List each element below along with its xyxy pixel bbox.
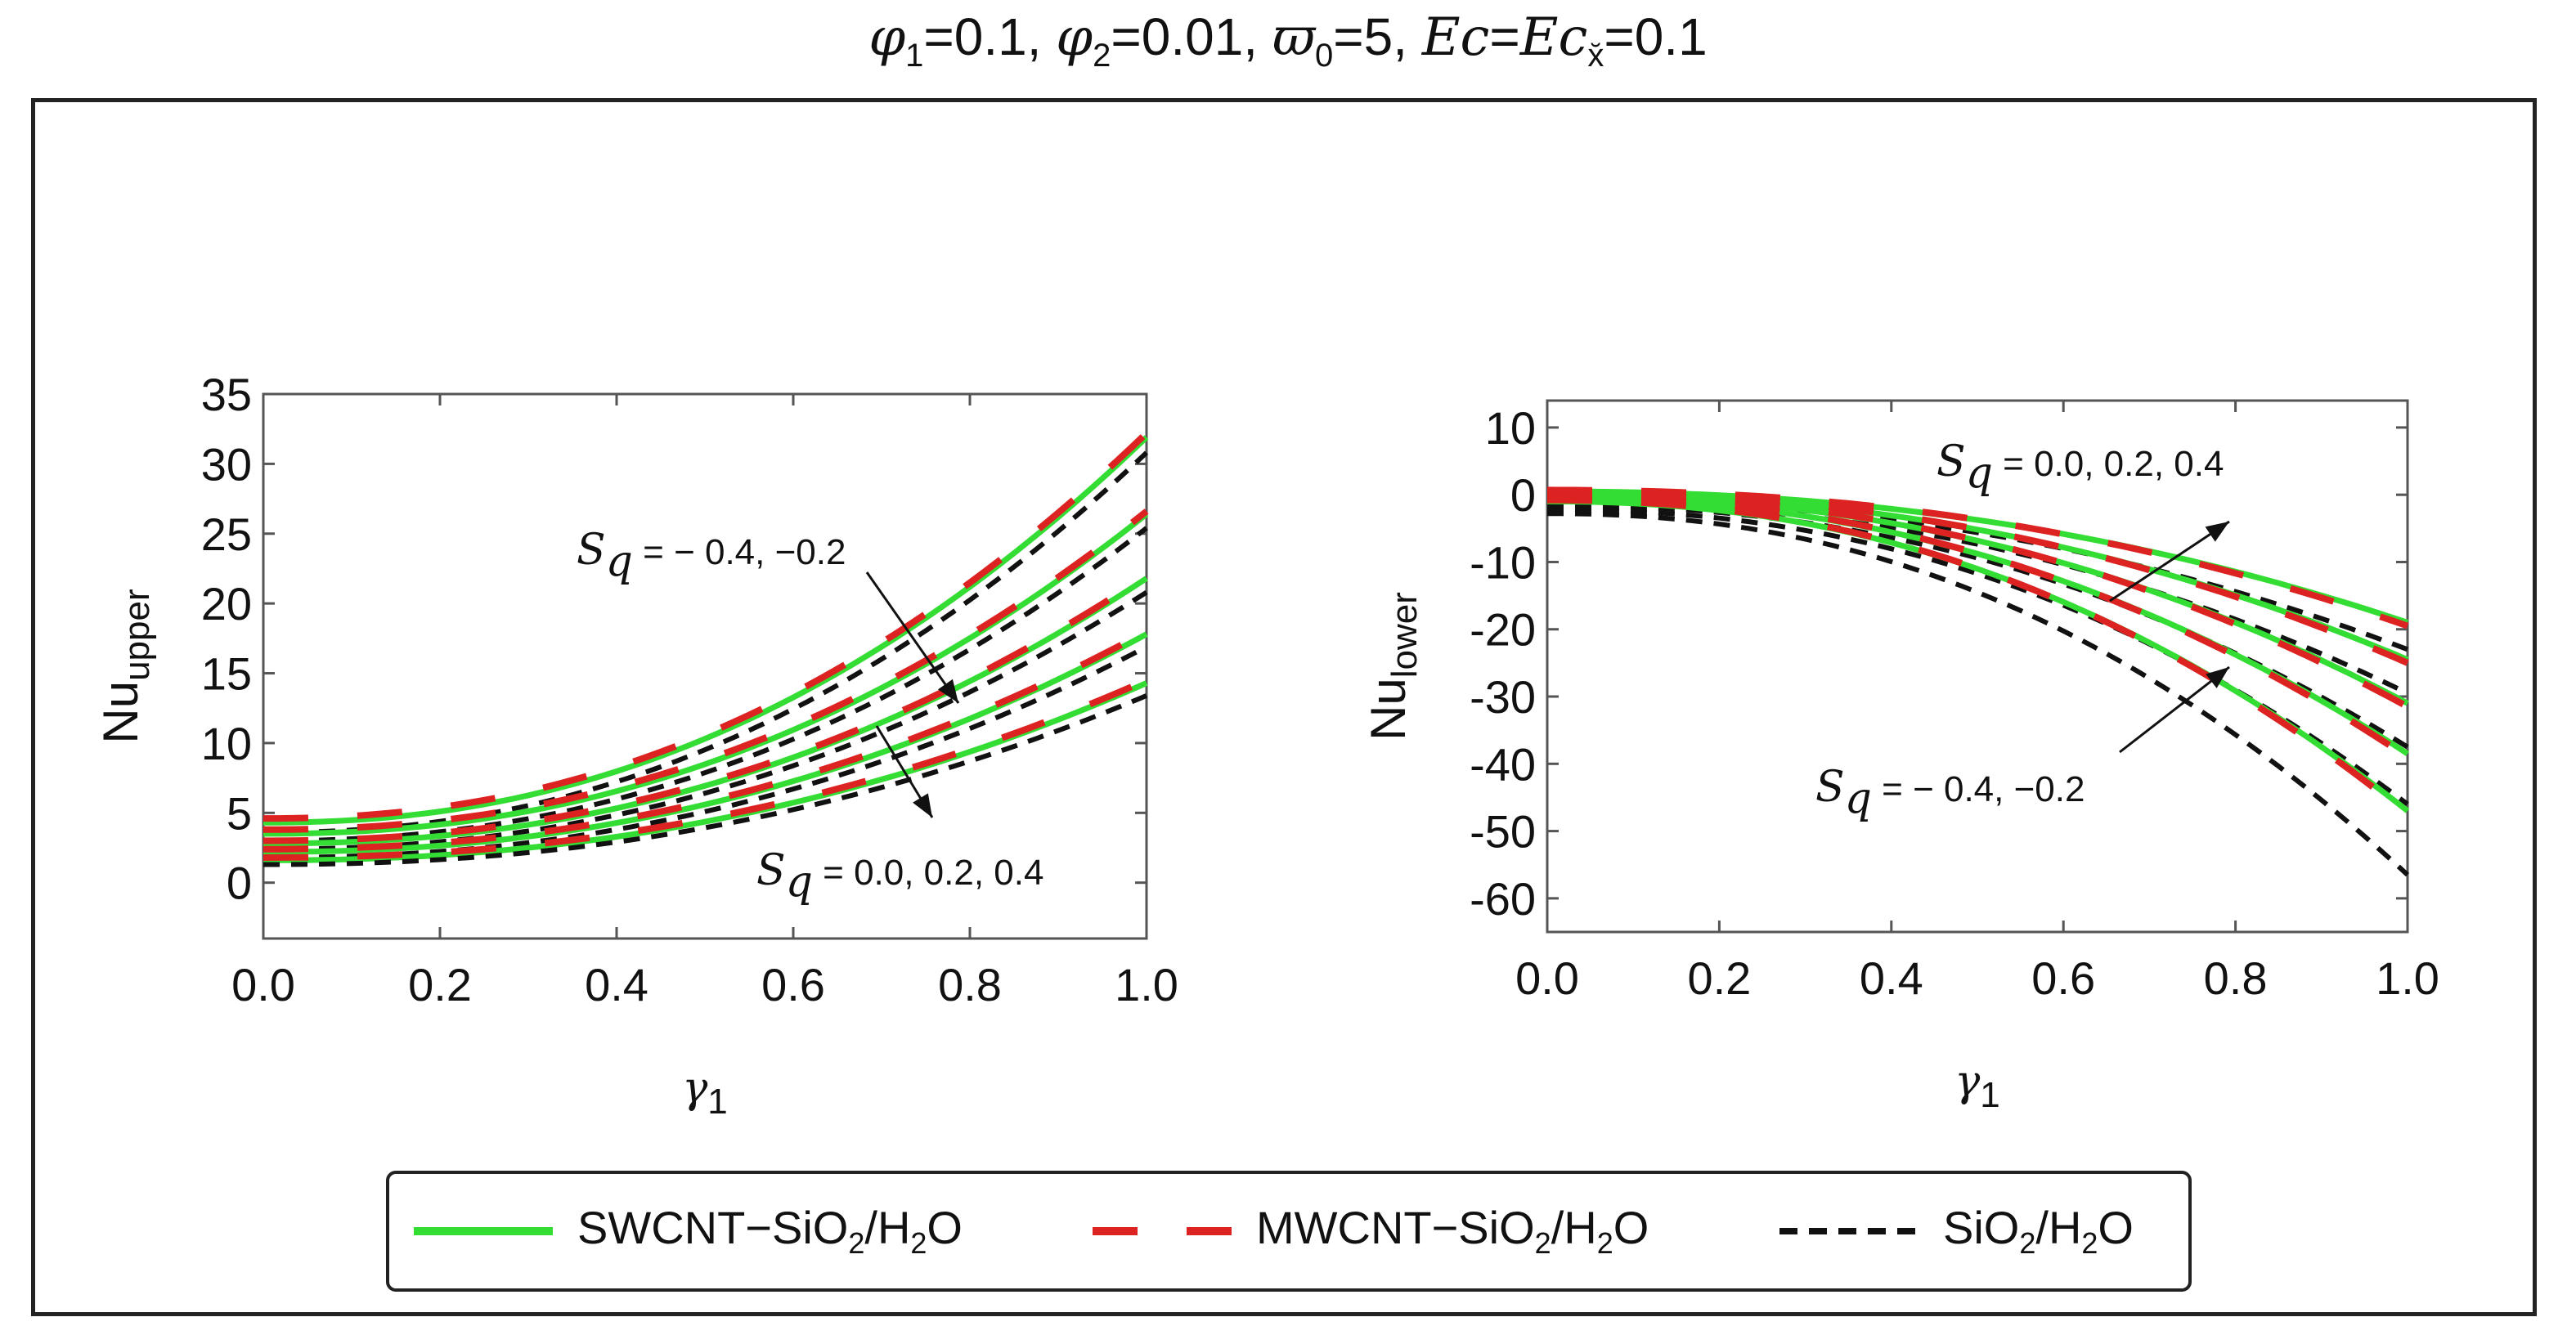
series-line-mwcnt-sq-0.2: [263, 628, 1148, 853]
ec-equals: =: [1489, 7, 1520, 66]
y-tick-label: 0: [227, 858, 252, 909]
phi2-subscript: 2: [1093, 37, 1111, 74]
phi2-symbol: φ: [1056, 7, 1093, 68]
x-tick-label: 0.8: [2204, 952, 2268, 1004]
legend-label-mwcnt: MWCNT−SiO2/H2O: [1256, 1202, 1649, 1261]
legend-item-sio2: SiO2/H2O: [1779, 1174, 2134, 1288]
series-line-sio2-sq-0: [263, 589, 1148, 852]
y-tick-label: 25: [201, 508, 252, 560]
x-tick-label: 0.4: [585, 959, 648, 1010]
sq-annotation: Sq = − 0.4, −0.2: [1815, 763, 2085, 823]
ecx-symbol: Ec: [1519, 7, 1588, 68]
omega-symbol: ϖ: [1272, 7, 1316, 68]
series-line-sio2-sq--0.2: [263, 526, 1148, 844]
x-tick-label: 1.0: [2376, 952, 2439, 1004]
y-tick-label: -30: [1470, 671, 1536, 723]
phi2-value: =0.01,: [1111, 7, 1272, 66]
y-tick-label: -40: [1470, 738, 1536, 790]
phi1-symbol: φ: [868, 7, 906, 68]
y-tick-label: -20: [1470, 604, 1536, 656]
sq-annotation: Sq = 0.0, 0.2, 0.4: [756, 846, 1043, 907]
series-line-sio2-sq-0.2: [263, 644, 1148, 860]
y-tick-label: 20: [201, 578, 252, 629]
annotation-arrowhead: [937, 679, 958, 703]
sq-annotation: Sq = − 0.4, −0.2: [577, 526, 846, 586]
series-line-swcnt-sq-0.4: [263, 680, 1148, 863]
x-tick-label: 1.0: [1115, 959, 1178, 1010]
y-tick-label: 10: [1485, 402, 1536, 454]
series-line-swcnt-sq-0.4: [1547, 488, 2409, 625]
x-tick-label: 0.2: [408, 959, 472, 1010]
legend-item-swcnt: SWCNT−SiO2/H2O: [414, 1174, 963, 1288]
legend-item-mwcnt: MWCNT−SiO2/H2O: [1093, 1174, 1649, 1288]
x-tick-label: 0.0: [1515, 952, 1579, 1004]
series-line-swcnt-sq--0.4: [263, 435, 1149, 826]
ecx-value: =0.1: [1604, 7, 1708, 66]
series-line-swcnt-sq--0.2: [1547, 495, 2409, 756]
annotation-arrow: [865, 571, 960, 704]
x-tick-label: 0.6: [2031, 952, 2095, 1004]
y-axis-label-upper: Nuupper: [93, 589, 157, 743]
omega-value: =5,: [1333, 7, 1422, 66]
series-line-mwcnt-sq--0.2: [263, 508, 1149, 833]
sq-annotation: Sq = 0.0, 0.2, 0.4: [1936, 437, 2224, 498]
x-tick-label: 0.8: [938, 959, 1002, 1010]
plot-frame-upper: [262, 392, 1148, 940]
y-tick-label: 35: [201, 369, 252, 420]
y-tick-label: 0: [1510, 469, 1536, 521]
y-tick-label: -10: [1470, 536, 1536, 588]
x-tick-label: 0.2: [1687, 952, 1751, 1004]
series-line-mwcnt-sq-0.4: [1546, 486, 2409, 629]
x-tick-label: 0.4: [1860, 952, 1923, 1004]
chart-upper: 35 30 25 20 15 10 5 0 0.0 0.2 0.4 0.6 0.8 1.0 Nuupper γ…: [93, 369, 1178, 1122]
series-line-mwcnt-sq--0.4: [1547, 496, 2410, 818]
annotation-arrowhead: [913, 793, 932, 818]
omega-subscript: 0: [1315, 37, 1334, 74]
legend: SWCNT−SiO2/H2O MWCNT−SiO2/H2O SiO2/H2O: [386, 1171, 2192, 1292]
legend-swatch-sio2: [1779, 1228, 1919, 1234]
annotation-arrowhead: [2205, 522, 2229, 542]
y-tick-label: 5: [227, 787, 252, 839]
ec-symbol: Ec: [1421, 7, 1490, 68]
phi1-value: =0.1,: [923, 7, 1057, 66]
chart-lower: 10 0 -10 -20 -30 -40 -50 -60 0.0 0.2 0.4 0.6 0.8 1.0 N…: [1361, 399, 2439, 1115]
y-tick-label: -60: [1470, 873, 1536, 925]
figure-frame: [31, 98, 2537, 1316]
chart-title: φ1=0.1, φ2=0.01, ϖ0=5, Ec=Ecx̆=0.1: [0, 7, 2576, 74]
y-tick-label: -50: [1470, 806, 1536, 858]
y-tick-label: 10: [201, 718, 252, 769]
ecx-subscript: x̆: [1587, 37, 1604, 74]
x-tick-label: 0.6: [761, 959, 825, 1010]
series-line-sio2-sq--0.4: [263, 450, 1149, 836]
x-axis-label-upper: γ1: [682, 1064, 728, 1122]
series-line-swcnt-sq-0: [1547, 492, 2409, 706]
series-line-mwcnt-sq-0: [263, 572, 1149, 844]
y-axis-label-lower: Nulower: [1361, 592, 1425, 741]
x-axis-label-lower: γ1: [1954, 1057, 2000, 1115]
phi1-subscript: 1: [905, 37, 924, 74]
x-tick-label: 0.0: [231, 959, 295, 1010]
legend-swatch-mwcnt: [1093, 1227, 1232, 1235]
legend-swatch-swcnt: [414, 1227, 553, 1235]
annotation-arrow: [2119, 665, 2230, 754]
y-tick-label: 15: [201, 648, 252, 700]
series-line-mwcnt-sq--0.4: [263, 430, 1149, 822]
annotation-arrow: [2109, 520, 2230, 603]
legend-label-swcnt: SWCNT−SiO2/H2O: [577, 1202, 963, 1261]
series-line-sio2-sq--0.4: [1546, 511, 2410, 877]
plot-frame-lower: [1546, 399, 2409, 934]
annotation-arrowhead: [2206, 667, 2229, 688]
legend-label-sio2: SiO2/H2O: [1943, 1202, 2134, 1261]
series-line-sio2-sq-0.4: [263, 693, 1148, 867]
y-tick-label: 30: [201, 438, 252, 490]
